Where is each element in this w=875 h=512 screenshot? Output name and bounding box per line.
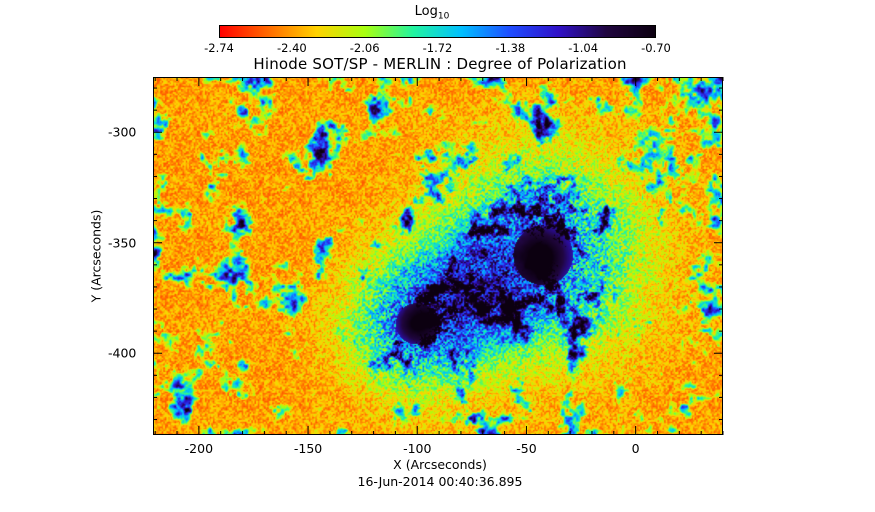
colorbar-tick-label: -1.38 xyxy=(495,41,526,55)
colorbar-tick-label: -2.74 xyxy=(204,41,234,55)
y-tick-label: -350 xyxy=(108,235,137,251)
observation-timestamp: 16-Jun-2014 00:40:36.895 xyxy=(357,474,523,489)
colorbar-title-subscript: 10 xyxy=(437,11,450,22)
colorbar-title-text: Log xyxy=(414,4,438,19)
colorbar-tick-label: -1.04 xyxy=(568,41,599,55)
plot-title: Hinode SOT/SP - MERLIN : Degree of Polar… xyxy=(253,55,627,73)
y-tick-label: -300 xyxy=(108,124,137,140)
x-tick-label: -150 xyxy=(293,441,323,456)
x-axis-label: X (Arcseconds) xyxy=(393,457,487,472)
polarization-map-image xyxy=(154,78,722,434)
colorbar-tick-label: -0.70 xyxy=(641,41,671,55)
x-tick-label: -200 xyxy=(184,441,214,456)
colorbar-tick-label: -2.06 xyxy=(349,41,380,55)
colorbar-tick-label: -1.72 xyxy=(422,41,453,55)
polarization-map xyxy=(153,77,723,435)
x-tick-label: 0 xyxy=(631,441,640,456)
x-tick-label: -100 xyxy=(403,441,432,456)
colorbar xyxy=(219,25,656,38)
y-tick-label: -400 xyxy=(108,345,137,361)
colorbar-title: Log10 xyxy=(392,4,472,22)
x-tick-label: -50 xyxy=(516,441,537,456)
y-axis-label: Y (Arcseconds) xyxy=(88,209,104,303)
colorbar-tick-label: -2.40 xyxy=(276,41,307,55)
